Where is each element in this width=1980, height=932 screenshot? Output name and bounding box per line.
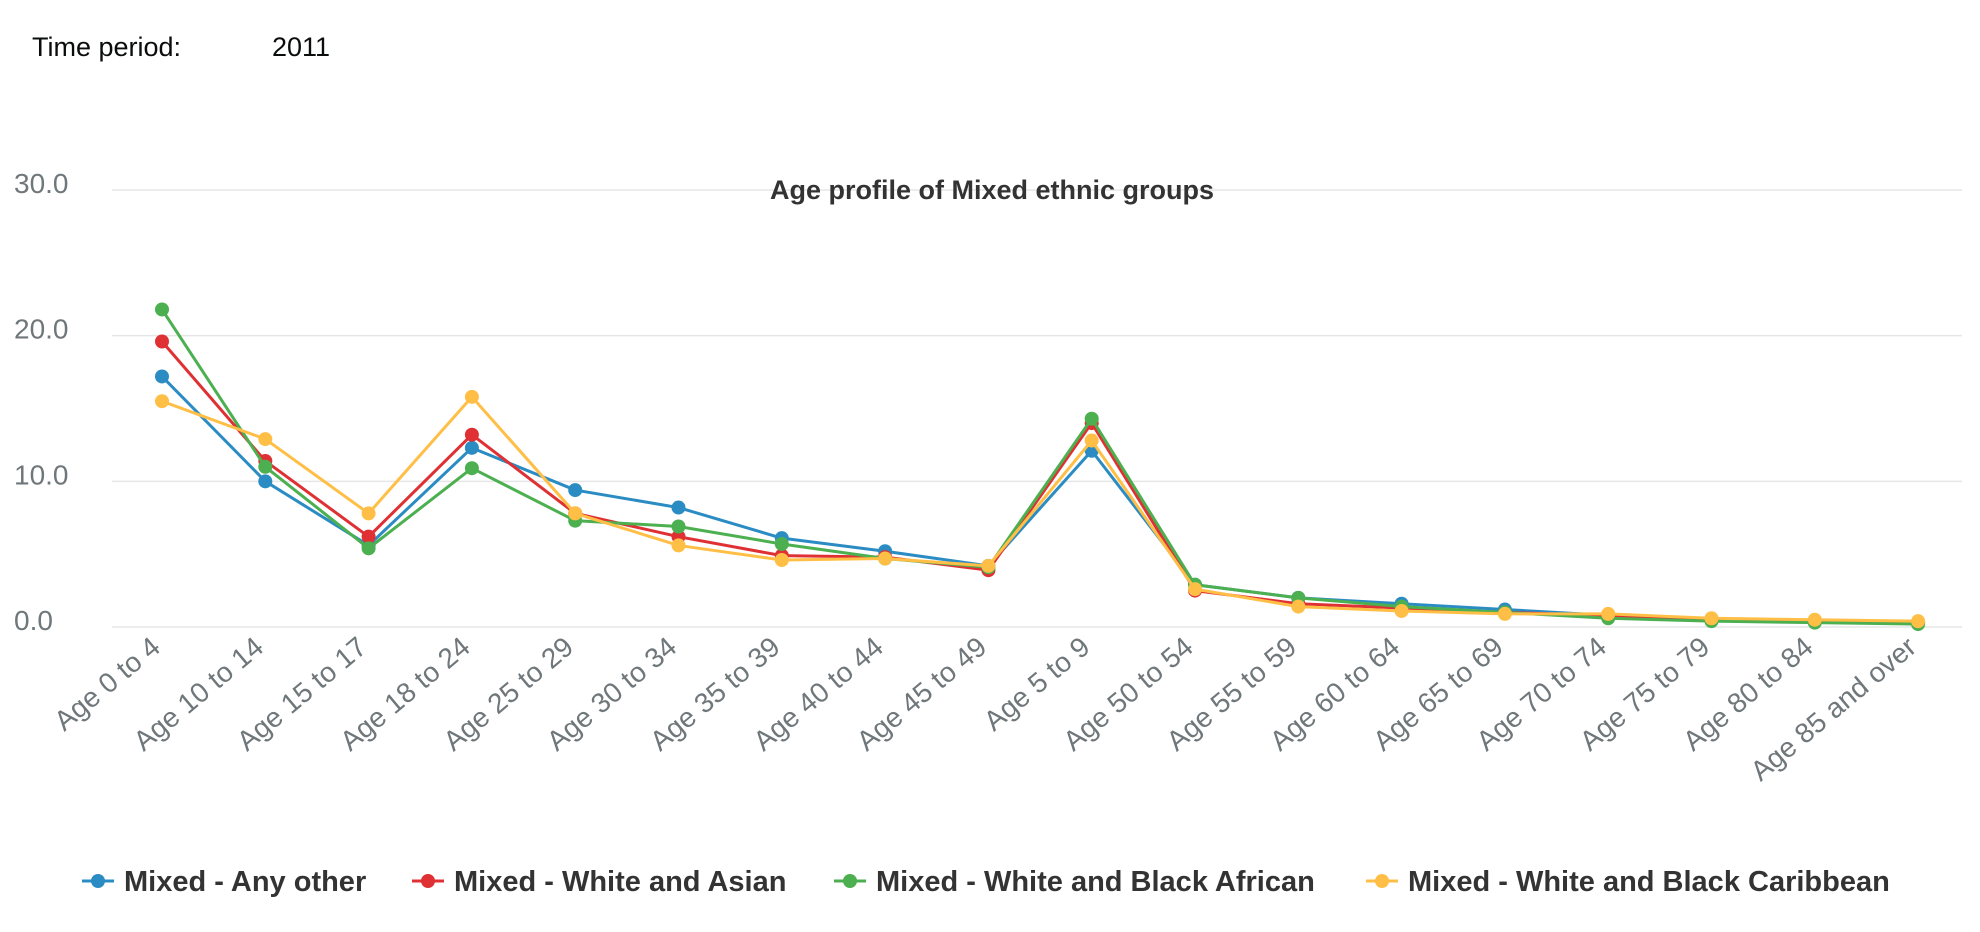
legend-swatch-dot [1375, 874, 1389, 888]
data-point[interactable] [258, 459, 273, 474]
legend-swatch-dot [843, 874, 857, 888]
data-point[interactable] [1084, 411, 1099, 426]
legend[interactable]: Mixed - Any other Mixed - White and Asian… [82, 866, 1890, 898]
data-point[interactable] [155, 394, 169, 409]
data-point[interactable] [361, 529, 376, 544]
y-tick-label: 20.0 [14, 314, 69, 345]
data-point[interactable] [1601, 606, 1616, 621]
time-period: Time period: 2011 [32, 32, 330, 63]
data-point[interactable] [1807, 612, 1822, 627]
data-point[interactable] [361, 506, 376, 521]
legend-label: Mixed - White and Black Caribbean [1408, 866, 1890, 898]
grid-lines [112, 189, 1962, 628]
time-period-label: Time period: [32, 32, 182, 62]
data-point[interactable] [981, 558, 996, 573]
data-point[interactable] [568, 506, 583, 521]
data-point[interactable] [464, 440, 479, 455]
time-period-value: 2011 [272, 32, 331, 62]
series-4[interactable] [155, 389, 1926, 629]
data-point[interactable] [1084, 433, 1099, 448]
data-point[interactable] [671, 500, 686, 515]
data-point[interactable] [361, 541, 376, 556]
data-point[interactable] [1911, 614, 1926, 629]
data-point[interactable] [671, 519, 686, 534]
y-tick-label: 30.0 [14, 168, 69, 199]
series-lines [155, 302, 1926, 632]
data-point[interactable] [258, 432, 273, 447]
data-point[interactable] [774, 536, 789, 551]
data-point[interactable] [155, 369, 169, 384]
data-point[interactable] [878, 551, 893, 566]
series-line[interactable] [160, 308, 1919, 626]
legend-item[interactable]: Mixed - Any other [82, 866, 366, 898]
legend-item[interactable]: Mixed - White and Black Caribbean [1366, 866, 1890, 898]
data-point[interactable] [1291, 599, 1306, 614]
chart-title: Age profile of Mixed ethnic groups [770, 175, 1214, 205]
legend-label: Mixed - White and Black African [876, 866, 1315, 898]
data-point[interactable] [258, 474, 273, 489]
y-tick-label: 0.0 [14, 605, 53, 636]
data-point[interactable] [1704, 611, 1719, 626]
legend-swatch-dot [421, 874, 435, 888]
legend-item[interactable]: Mixed - White and Asian [412, 866, 786, 898]
y-tick-label: 10.0 [14, 459, 69, 490]
series-line[interactable] [160, 375, 1919, 625]
data-point[interactable] [1188, 582, 1202, 597]
legend-label: Mixed - White and Asian [454, 866, 786, 898]
data-point[interactable] [464, 389, 479, 404]
y-axis-ticks: 0.0 10.0 20.0 30.0 [14, 168, 69, 636]
legend-swatch-dot [91, 874, 105, 888]
data-point[interactable] [671, 538, 686, 553]
series-3[interactable] [155, 302, 1926, 632]
data-point[interactable] [464, 427, 479, 442]
data-point[interactable] [464, 461, 479, 476]
data-point[interactable] [568, 483, 583, 498]
legend-item[interactable]: Mixed - White and Black African [834, 866, 1315, 898]
data-point[interactable] [1497, 606, 1512, 621]
data-point[interactable] [774, 552, 789, 567]
legend-label: Mixed - Any other [124, 866, 366, 898]
data-point[interactable] [1394, 603, 1409, 618]
data-point[interactable] [155, 334, 169, 349]
series-line[interactable] [161, 395, 1919, 623]
series-1[interactable] [155, 369, 1926, 630]
data-point[interactable] [155, 302, 169, 317]
